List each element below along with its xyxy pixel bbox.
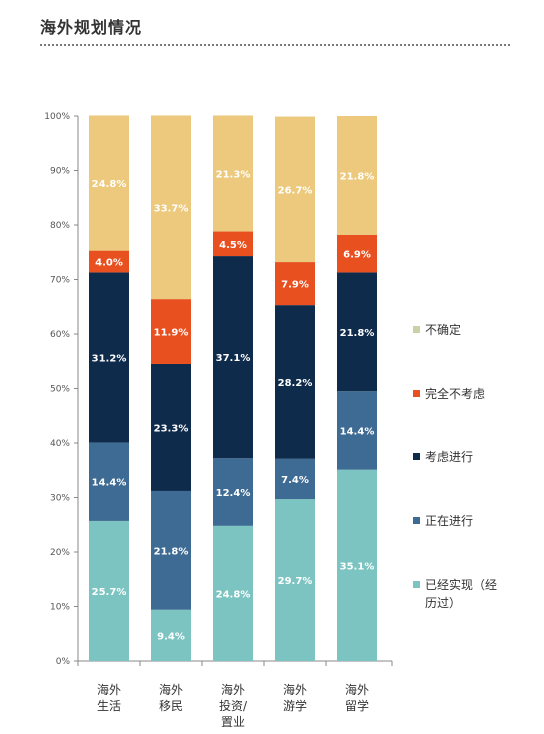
category-label: 移民 <box>159 699 183 713</box>
legend-label: 考虑进行 <box>425 450 473 464</box>
bar-segment <box>275 499 315 661</box>
category-label: 留学 <box>345 698 369 713</box>
bar-segment <box>213 458 253 526</box>
data-label: 6.9% <box>343 250 371 261</box>
bar-segment <box>151 299 191 364</box>
y-tick-label: 10% <box>50 603 70 613</box>
legend-label: 完全不考虑 <box>425 386 485 401</box>
bar-segment <box>89 272 129 443</box>
data-label: 23.3% <box>154 423 189 434</box>
bar-segment <box>275 262 315 306</box>
y-tick-label: 50% <box>50 385 70 395</box>
data-label: 33.7% <box>154 203 189 214</box>
category-label: 海外 <box>283 682 307 697</box>
legend-swatch <box>413 453 420 460</box>
legend-swatch <box>413 390 420 397</box>
bar-segment <box>151 363 191 491</box>
bar-segment <box>89 520 129 661</box>
y-tick-label: 20% <box>50 548 70 558</box>
data-label: 31.2% <box>92 353 127 364</box>
data-label: 7.9% <box>281 280 309 291</box>
bar-segment <box>337 469 377 661</box>
category-label: 投资/ <box>219 698 248 713</box>
legend-label: 不确定 <box>425 322 461 337</box>
y-tick-label: 30% <box>50 494 70 504</box>
data-label: 4.0% <box>95 258 123 269</box>
bar-segment <box>89 442 129 521</box>
data-label: 9.4% <box>157 631 185 642</box>
legend-label: 正在进行 <box>425 514 473 528</box>
data-label: 11.9% <box>154 328 189 339</box>
bar-segment <box>275 305 315 459</box>
bar-segment <box>213 115 253 232</box>
data-label: 14.4% <box>340 426 375 437</box>
data-label: 21.8% <box>154 546 189 557</box>
data-label: 25.7% <box>92 587 127 598</box>
bar-segment <box>151 490 191 610</box>
y-tick-label: 0% <box>56 657 71 667</box>
y-tick-label: 60% <box>50 330 70 340</box>
header: 海外规划情况 <box>40 14 514 46</box>
data-label: 21.8% <box>340 328 375 339</box>
y-tick-label: 40% <box>50 439 70 449</box>
title-divider <box>40 44 510 46</box>
data-label: 37.1% <box>216 353 251 364</box>
data-label: 24.8% <box>92 179 127 190</box>
bar-segment <box>213 256 253 459</box>
legend-label: 已经实现（经 <box>425 577 497 592</box>
category-label: 游学 <box>283 698 307 713</box>
category-label: 海外 <box>221 682 245 697</box>
bar-segment <box>337 234 377 273</box>
y-tick-label: 80% <box>50 221 70 231</box>
legend-label: 历过） <box>425 596 461 610</box>
category-label: 置业 <box>221 715 245 729</box>
category-label: 海外 <box>97 682 121 697</box>
bar-segment <box>275 458 315 500</box>
data-label: 29.7% <box>278 576 313 587</box>
bar-segment <box>213 231 253 257</box>
bar-segment <box>89 250 129 273</box>
category-label: 海外 <box>345 682 369 697</box>
legend-swatch <box>413 581 420 588</box>
data-label: 12.4% <box>216 488 251 499</box>
data-label: 26.7% <box>278 185 313 196</box>
data-label: 14.4% <box>92 478 127 489</box>
data-label: 24.8% <box>216 589 251 600</box>
data-label: 35.1% <box>340 561 375 572</box>
y-tick-label: 100% <box>44 112 70 122</box>
data-label: 21.3% <box>216 169 251 180</box>
bar-segment <box>337 116 377 235</box>
page-title: 海外规划情况 <box>40 18 143 37</box>
legend-swatch <box>413 517 420 524</box>
data-label: 7.4% <box>281 475 309 486</box>
legend-swatch <box>413 326 420 333</box>
bar-segment <box>337 272 377 392</box>
data-label: 4.5% <box>219 240 247 251</box>
bar-segment <box>89 115 129 251</box>
bar-segment <box>151 115 191 300</box>
y-tick-label: 90% <box>50 167 70 177</box>
bar-segment <box>213 525 253 661</box>
bar-segment <box>151 609 191 661</box>
category-label: 生活 <box>97 699 121 713</box>
bar-segment <box>337 391 377 470</box>
data-label: 21.8% <box>340 171 375 182</box>
category-label: 海外 <box>159 682 183 697</box>
bar-segment <box>275 116 315 263</box>
y-tick-label: 70% <box>50 276 70 286</box>
data-label: 28.2% <box>278 378 313 389</box>
